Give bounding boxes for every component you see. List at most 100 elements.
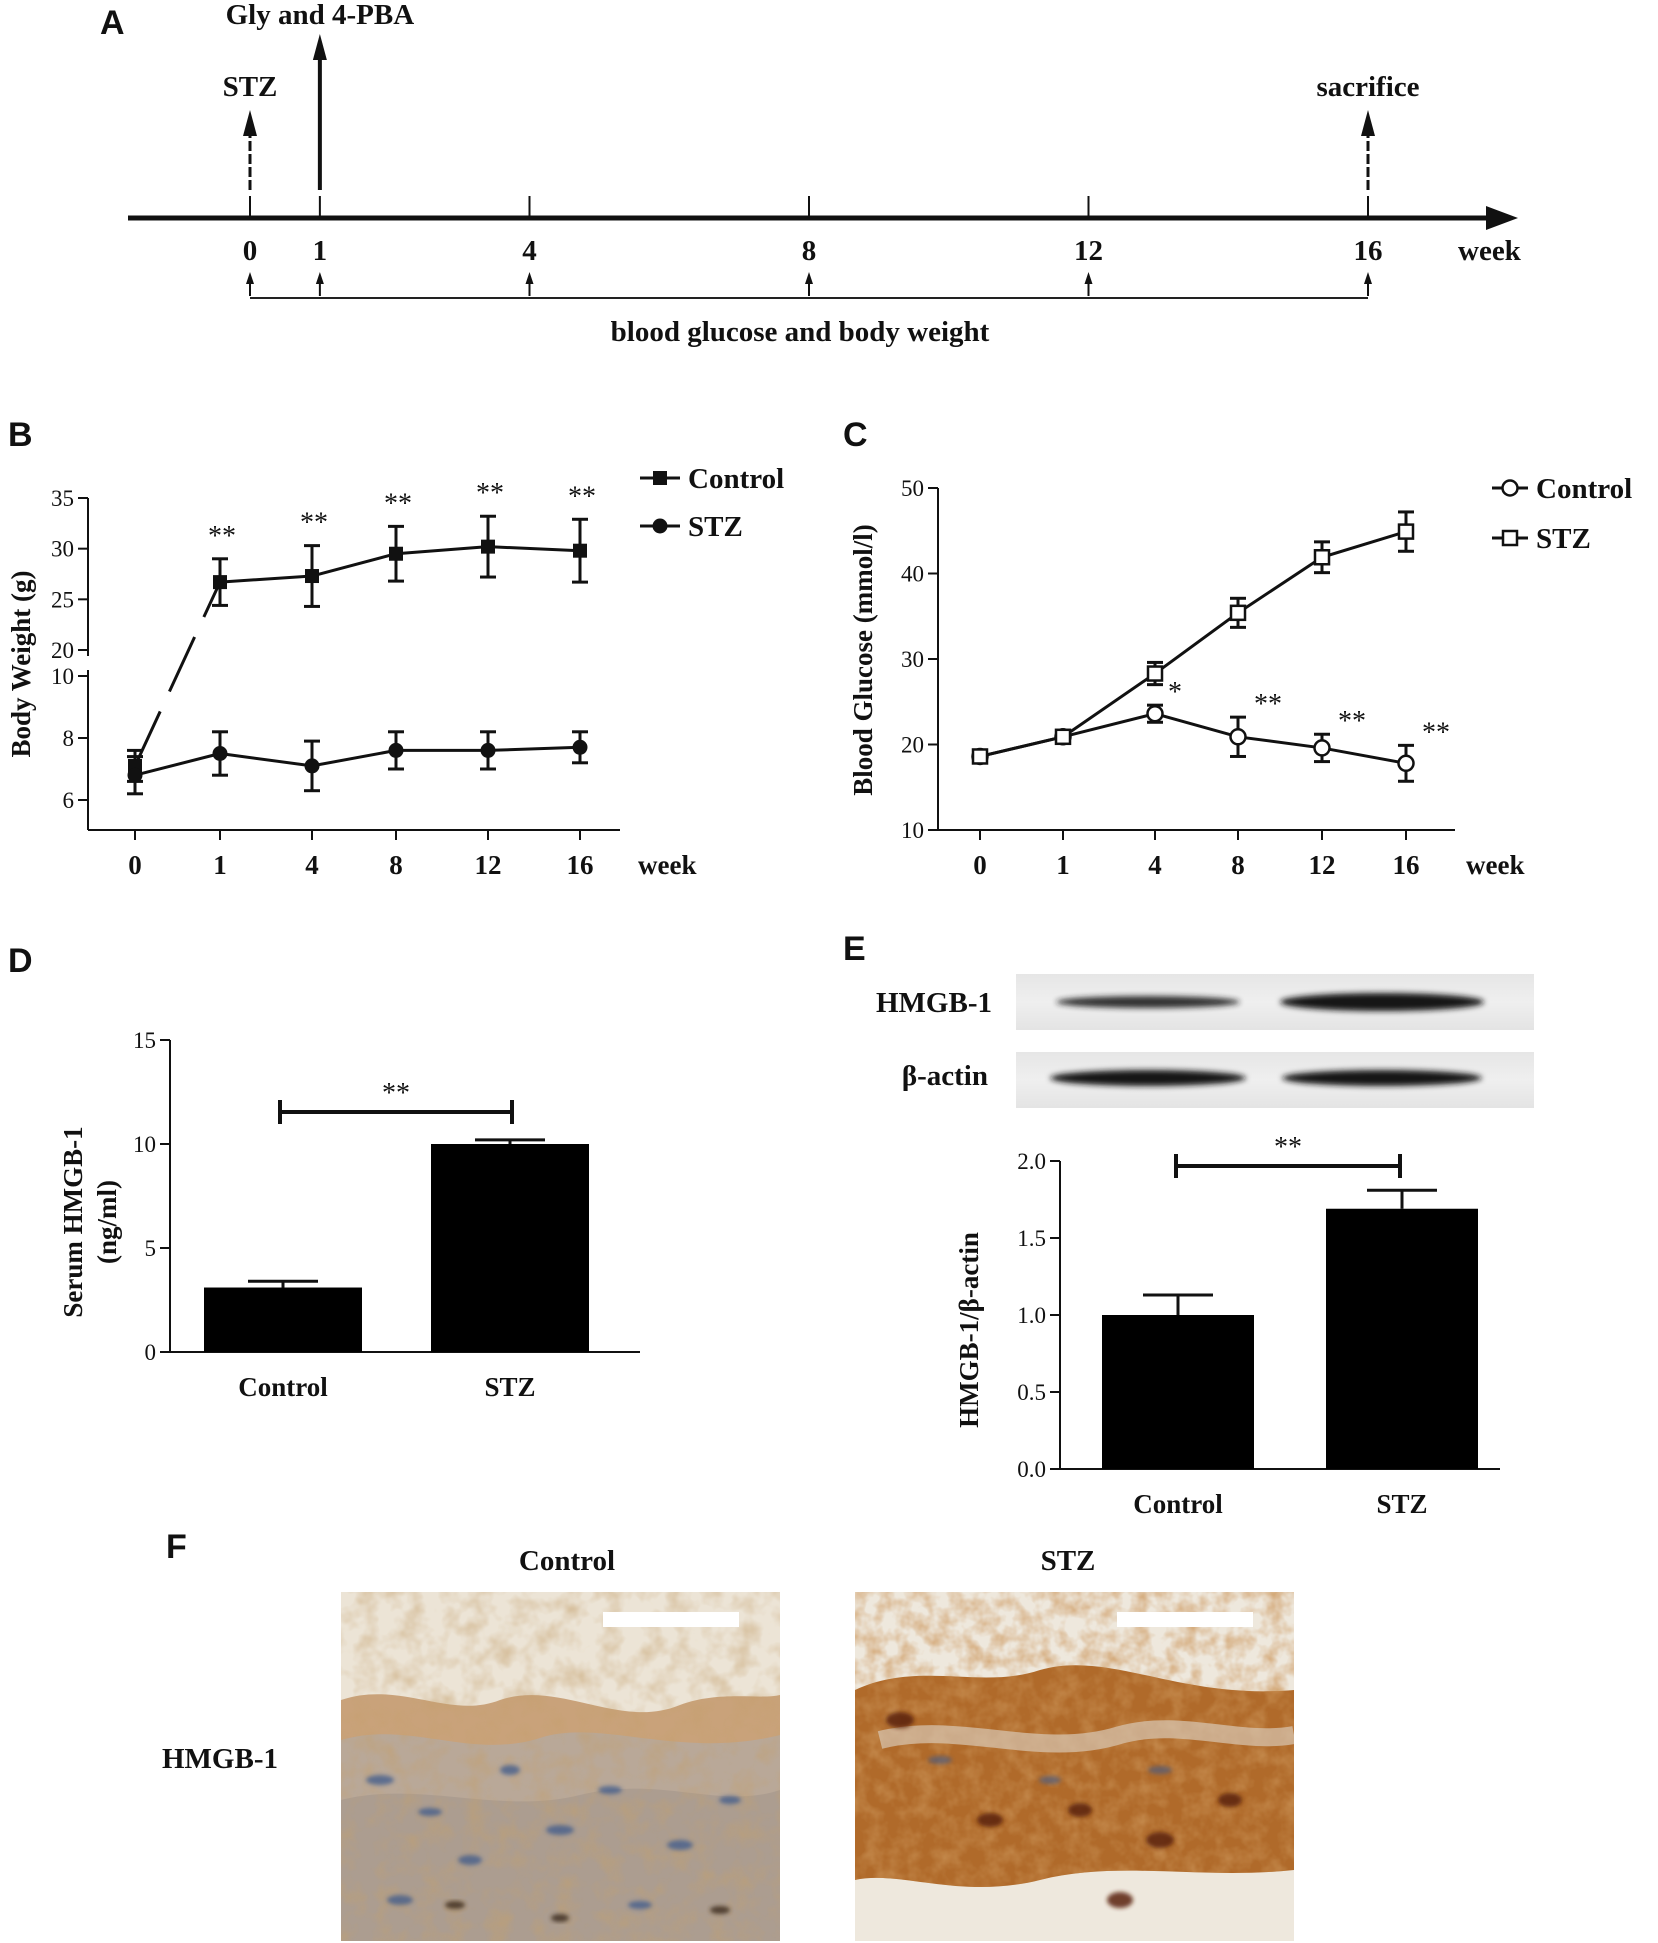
legend-marker	[652, 518, 668, 534]
point-stz	[304, 758, 320, 774]
y-tick-label: 8	[63, 726, 75, 751]
legend-marker	[1501, 479, 1519, 497]
y-tick-label: 40	[901, 562, 924, 587]
y-tick-label: 0	[145, 1340, 157, 1365]
series-line-control	[395, 545, 489, 556]
series-line-control	[133, 581, 222, 767]
point-control	[389, 546, 403, 561]
timeline-tick-label: 16	[1354, 235, 1383, 267]
y-tick-label: 20	[51, 638, 74, 663]
timeline-tick-label: 12	[1074, 235, 1103, 267]
bar-stz	[431, 1144, 589, 1352]
x-tick-label: 4	[305, 850, 319, 880]
x-tick-label: 12	[1309, 850, 1336, 880]
bar-stz	[1326, 1208, 1478, 1469]
significance-marker: **	[1274, 1132, 1302, 1163]
y-tick-label: 0.0	[1017, 1457, 1046, 1482]
y-tick-label: 1.0	[1017, 1303, 1046, 1328]
panel-label-f: F	[166, 1528, 187, 1566]
y-axis-label: (ng/ml)	[92, 1180, 122, 1264]
timeline-up-arrowhead	[1364, 272, 1372, 284]
point-stz	[1054, 728, 1072, 746]
significance-marker: **	[382, 1078, 410, 1109]
y-axis-label: Blood Glucose (mmol/l)	[848, 524, 878, 796]
x-tick-label: 4	[1148, 850, 1162, 880]
timeline-up-arrowhead	[805, 272, 813, 284]
legend-label: STZ	[688, 511, 743, 543]
y-tick-label: 20	[901, 733, 924, 758]
timeline-up-arrowhead	[1084, 272, 1093, 284]
timeline-bracket-label: blood glucose and body weight	[611, 316, 990, 348]
timeline-tick-label: 1	[313, 235, 328, 267]
series-line-stz	[311, 748, 397, 768]
point-stz	[1229, 604, 1247, 622]
significance-marker: **	[300, 508, 328, 539]
x-tick-label: 16	[1393, 850, 1420, 880]
significance-marker: **	[1254, 689, 1282, 720]
series-line-control	[311, 552, 397, 578]
point-stz	[127, 767, 143, 783]
timeline-up-arrowhead	[315, 272, 324, 284]
blot-band-stz-hmgb1	[1280, 993, 1484, 1011]
event-arrowhead	[1361, 110, 1375, 136]
x-tick-label: 8	[1231, 850, 1245, 880]
panel-label-c: C	[843, 416, 868, 454]
significance-marker: **	[384, 488, 412, 519]
point-control	[481, 539, 495, 554]
x-tick-label: Control	[1133, 1489, 1223, 1519]
point-stz	[1146, 665, 1164, 682]
x-tick-label: 0	[128, 850, 142, 880]
blood-glucose-chart: C 10 20 30 40 50 0 1 4 8 12 16 week Blood Glucose (m…	[843, 416, 1632, 880]
series-line-control	[487, 545, 581, 553]
x-tick-label: STZ	[484, 1372, 535, 1402]
x-tick-label: 1	[213, 850, 227, 880]
body-weight-chart: B 20 25 30 35 6 8 10 0 1 4 8 12 16 week Body Weight (g…	[6, 416, 784, 880]
y-axis-label: HMGB-1/β-actin	[954, 1232, 984, 1428]
event-label: Gly and 4-PBA	[226, 0, 415, 31]
point-control	[1313, 739, 1331, 757]
panel-label-b: B	[8, 416, 33, 454]
event-arrowhead	[243, 110, 257, 136]
y-tick-label: 2.0	[1017, 1149, 1046, 1174]
ihc-row-label: HMGB-1	[162, 1743, 278, 1775]
y-tick-label: 10	[901, 818, 924, 843]
point-stz	[480, 742, 496, 758]
series-line-stz	[219, 752, 313, 768]
ihc-column-control: Control	[519, 1545, 615, 1577]
series-line-stz	[487, 745, 581, 752]
panel-label-e: E	[843, 930, 866, 968]
legend-label: Control	[1536, 473, 1632, 505]
y-tick-label: 1.5	[1017, 1226, 1046, 1251]
panel-label-a: A	[100, 4, 125, 42]
panel-label-d: D	[8, 942, 33, 980]
ihc-panel: F Control STZ HMGB-1	[162, 1528, 1294, 1941]
y-tick-label: 15	[133, 1028, 156, 1053]
y-tick-label: 50	[901, 476, 924, 501]
y-axis-label: Body Weight (g)	[6, 570, 36, 757]
significance-marker: **	[1338, 706, 1366, 737]
bar-control	[204, 1287, 362, 1352]
blot-label-actin: β-actin	[902, 1060, 988, 1092]
legend-marker	[653, 471, 667, 485]
scale-bar-stz	[1117, 1612, 1253, 1627]
significance-marker: **	[568, 481, 596, 512]
point-stz	[212, 746, 228, 761]
timeline-up-arrowhead	[246, 272, 254, 284]
y-tick-label: 5	[145, 1236, 157, 1261]
ihc-column-stz: STZ	[1041, 1545, 1096, 1577]
point-control	[213, 575, 227, 590]
y-tick-label: 35	[51, 486, 74, 511]
point-control	[1229, 728, 1247, 746]
series-line-stz	[979, 530, 1407, 758]
hmgb1-western-panel: E HMGB-1 β-actin 0.0 0.5 1.0 1.5 2.0 Control S…	[843, 930, 1534, 1519]
serum-hmgb1-chart: D 0 5 10 15 Control STZ ** Serum HMGB-1 (ng/ml)	[8, 942, 640, 1402]
timeline-up-arrowhead	[525, 272, 534, 284]
point-control	[305, 569, 319, 584]
significance-marker: **	[1422, 717, 1450, 748]
y-tick-label: 10	[51, 664, 74, 689]
x-tick-label: 12	[475, 850, 502, 880]
x-tick-label: 16	[567, 850, 594, 880]
point-stz	[1313, 549, 1331, 566]
point-control	[1397, 754, 1415, 773]
y-tick-label: 30	[51, 537, 74, 562]
